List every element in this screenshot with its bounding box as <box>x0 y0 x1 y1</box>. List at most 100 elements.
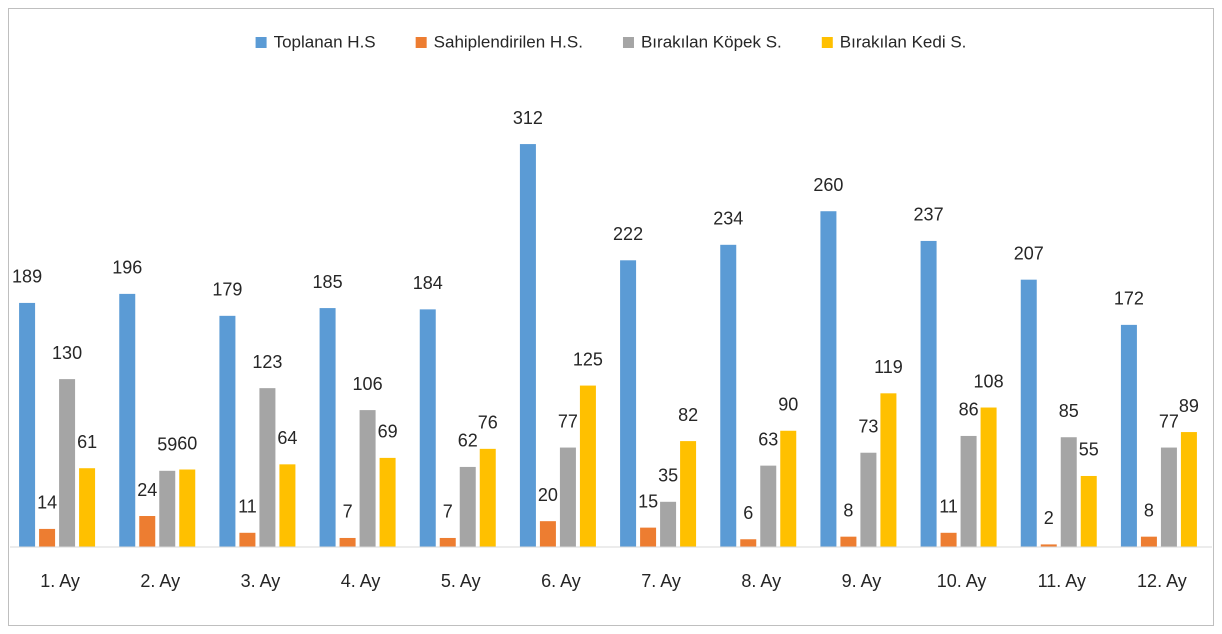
bar <box>59 379 76 547</box>
data-label: 14 <box>37 493 57 513</box>
bar <box>940 532 957 547</box>
bar <box>860 452 877 547</box>
data-label: 20 <box>538 485 558 505</box>
data-label: 185 <box>313 272 343 292</box>
bar <box>1160 447 1177 547</box>
bar <box>960 435 977 547</box>
bar <box>539 521 556 547</box>
data-label: 89 <box>1179 396 1199 416</box>
bar <box>880 393 897 547</box>
data-label: 76 <box>478 413 498 433</box>
x-tick-label: 12. Ay <box>1137 571 1187 591</box>
bar <box>339 537 356 547</box>
bar <box>780 430 797 547</box>
data-label: 59 <box>157 435 177 455</box>
legend-swatch <box>622 37 634 48</box>
bar <box>19 302 36 547</box>
data-label: 237 <box>914 205 944 225</box>
x-tick-label: 2. Ay <box>140 571 180 591</box>
bar <box>1080 475 1097 547</box>
bar <box>419 309 436 547</box>
bar <box>259 388 276 547</box>
chart-border <box>8 8 1214 626</box>
bar <box>920 240 937 547</box>
bar <box>379 457 396 547</box>
bar <box>359 410 376 547</box>
data-label: 90 <box>778 395 798 415</box>
legend-swatch <box>255 37 267 48</box>
bar <box>179 469 196 547</box>
data-label: 73 <box>858 416 878 436</box>
bar <box>479 448 496 547</box>
legend-swatch <box>821 37 833 48</box>
x-tick-label: 3. Ay <box>241 571 281 591</box>
bar <box>579 385 596 547</box>
data-label: 222 <box>613 224 643 244</box>
data-label: 184 <box>413 273 443 293</box>
data-label: 108 <box>974 371 1004 391</box>
x-tick-label: 6. Ay <box>541 571 581 591</box>
data-label: 8 <box>1144 500 1154 520</box>
data-label: 64 <box>277 428 297 448</box>
bar <box>459 466 476 547</box>
x-tick-label: 9. Ay <box>842 571 882 591</box>
data-label: 196 <box>112 258 142 278</box>
bar <box>319 308 336 547</box>
data-label: 55 <box>1079 440 1099 460</box>
data-label: 77 <box>558 411 578 431</box>
data-label: 189 <box>12 267 42 287</box>
data-label: 6 <box>743 503 753 523</box>
data-label: 63 <box>758 429 778 449</box>
data-label: 7 <box>443 502 453 522</box>
bar <box>660 501 677 547</box>
legend-swatch <box>415 37 427 48</box>
bar <box>740 539 757 547</box>
data-label: 86 <box>959 400 979 420</box>
data-label: 60 <box>177 433 197 453</box>
bar <box>720 244 737 547</box>
data-label: 77 <box>1159 411 1179 431</box>
legend-label: Toplanan H.S <box>274 32 376 51</box>
data-label: 24 <box>137 480 157 500</box>
bar <box>620 260 637 547</box>
data-label: 106 <box>353 374 383 394</box>
data-label: 312 <box>513 108 543 128</box>
data-label: 8 <box>843 500 853 520</box>
bar <box>139 516 156 547</box>
legend-label: Bırakılan Köpek S. <box>641 32 782 51</box>
bar <box>1120 324 1137 547</box>
bar <box>820 211 837 547</box>
data-label: 82 <box>678 405 698 425</box>
legend-label: Bırakılan Kedi S. <box>840 32 967 51</box>
x-tick-label: 1. Ay <box>40 571 80 591</box>
data-label: 260 <box>813 175 843 195</box>
data-label: 119 <box>874 357 903 377</box>
bar <box>279 464 296 547</box>
data-label: 85 <box>1059 401 1079 421</box>
data-label: 207 <box>1014 243 1044 263</box>
data-label: 69 <box>378 422 398 442</box>
data-label: 172 <box>1114 289 1144 309</box>
data-label: 7 <box>343 502 353 522</box>
bar <box>640 527 657 547</box>
bar <box>1180 432 1197 547</box>
bar <box>1040 544 1057 547</box>
data-label: 234 <box>713 209 743 229</box>
x-tick-label: 10. Ay <box>937 571 987 591</box>
bar <box>760 465 777 547</box>
bar <box>519 144 536 547</box>
bar <box>39 528 56 547</box>
data-label: 15 <box>638 491 658 511</box>
data-label: 62 <box>458 431 478 451</box>
bar <box>119 293 136 547</box>
data-label: 125 <box>573 349 603 369</box>
bar <box>980 407 997 547</box>
x-tick-label: 4. Ay <box>341 571 381 591</box>
bar <box>439 537 456 547</box>
data-label: 11 <box>238 497 257 517</box>
legend-label: Sahiplendirilen H.S. <box>434 32 583 51</box>
data-label: 130 <box>52 343 82 363</box>
x-tick-label: 7. Ay <box>641 571 681 591</box>
bar <box>239 532 256 547</box>
